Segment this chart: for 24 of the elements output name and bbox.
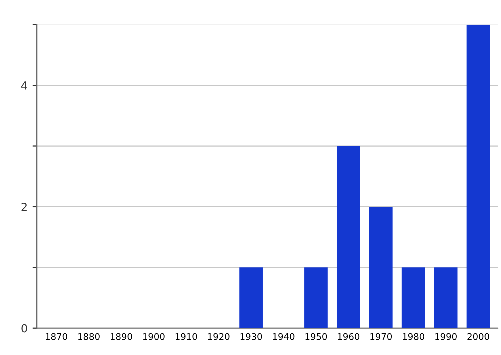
- x-tick-label: 1990: [436, 333, 457, 340]
- bar: [336, 146, 360, 328]
- x-tick-label: 1900: [143, 333, 165, 340]
- y-tick-label: 4: [22, 82, 28, 90]
- x-tick-label: 1940: [273, 333, 295, 340]
- y-tick-label: 0: [22, 324, 28, 333]
- x-tick-label: 1920: [208, 333, 230, 340]
- x-tick-label: 1950: [306, 333, 328, 340]
- x-tick-label: 1870: [46, 333, 68, 340]
- bar: [369, 206, 393, 328]
- x-tick-label: 2000: [468, 333, 490, 340]
- x-tick-label: 1890: [110, 333, 132, 340]
- bar: [304, 268, 328, 328]
- x-tick-label: 1880: [78, 333, 100, 340]
- x-tick-label: 1980: [403, 333, 424, 340]
- x-tick-label: 1930: [240, 333, 262, 340]
- bar: [402, 268, 426, 328]
- y-tick-label: 2: [22, 202, 27, 212]
- x-tick-label: 1910: [176, 333, 198, 340]
- x-tick-label: 1970: [370, 333, 392, 340]
- bar: [466, 24, 490, 328]
- bar: [240, 268, 263, 328]
- x-tick-label: 1960: [338, 333, 360, 340]
- bar: [434, 268, 458, 328]
